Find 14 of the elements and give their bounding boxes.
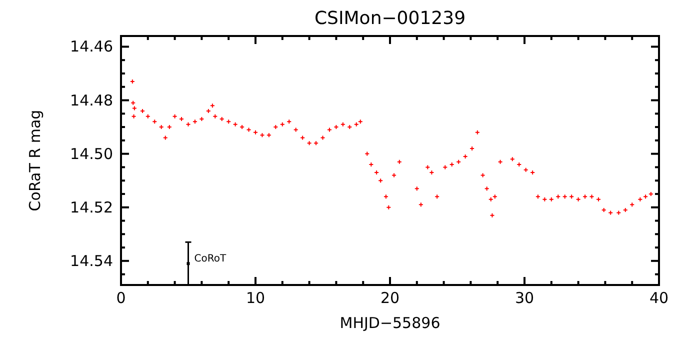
y-tick-label: 14.46 — [70, 38, 113, 56]
annotation: CoRoT — [194, 254, 227, 265]
x-tick-label: 30 — [514, 289, 534, 307]
x-tick-label: 20 — [380, 289, 400, 307]
x-axis-title: MHJD−55896 — [340, 314, 440, 332]
y-tick-label: 14.48 — [70, 91, 113, 110]
y-tick-label: 14.54 — [70, 252, 113, 270]
x-tick-label: 10 — [246, 289, 266, 307]
x-tick-label: 40 — [649, 289, 669, 307]
y-axis-title: CoRaT R mag — [26, 110, 44, 212]
y-tick-label: 14.52 — [70, 198, 113, 216]
x-tick-label: 0 — [116, 289, 126, 307]
chart-title: CSIMon−001239 — [314, 8, 466, 29]
y-tick-label: 14.50 — [70, 144, 113, 163]
